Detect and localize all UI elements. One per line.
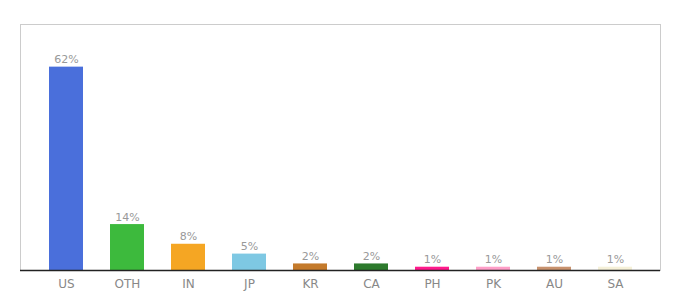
svg-text:IN: IN [182, 277, 195, 291]
svg-text:5%: 5% [241, 240, 258, 253]
svg-text:14%: 14% [115, 211, 139, 224]
svg-text:1%: 1% [607, 253, 624, 266]
svg-text:2%: 2% [302, 250, 319, 263]
svg-text:1%: 1% [546, 253, 563, 266]
svg-text:1%: 1% [485, 253, 502, 266]
svg-text:AU: AU [546, 277, 563, 291]
svg-text:JP: JP [243, 277, 255, 291]
svg-text:PH: PH [424, 277, 440, 291]
svg-text:8%: 8% [180, 230, 197, 243]
svg-text:CA: CA [363, 277, 380, 291]
svg-text:OTH: OTH [115, 277, 141, 291]
svg-text:1%: 1% [424, 253, 441, 266]
svg-text:2%: 2% [363, 250, 380, 263]
svg-text:US: US [58, 277, 74, 291]
svg-text:62%: 62% [54, 53, 78, 66]
svg-text:PK: PK [486, 277, 502, 291]
svg-text:KR: KR [302, 277, 318, 291]
svg-text:SA: SA [607, 277, 624, 291]
